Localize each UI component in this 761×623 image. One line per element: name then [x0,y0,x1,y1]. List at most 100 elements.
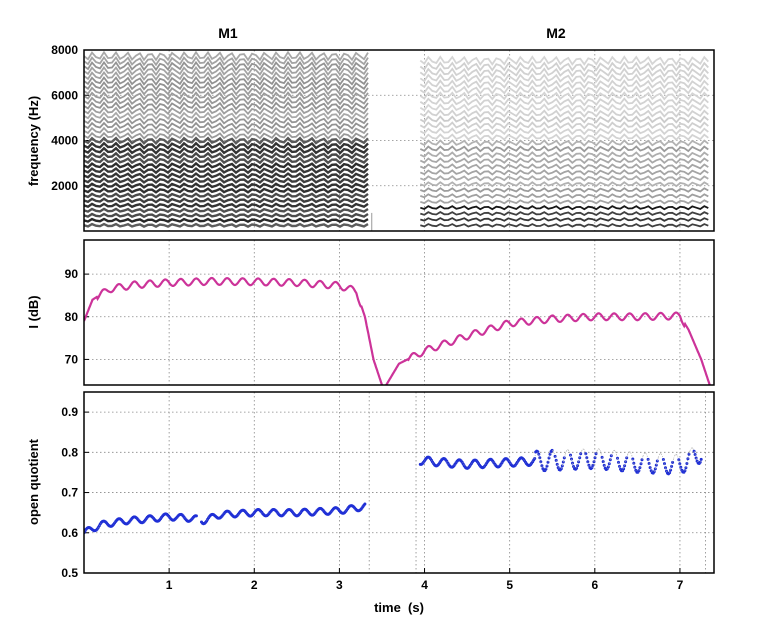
spectrogram-harmonic [419,109,709,118]
oq-trace [615,451,617,455]
oq-point [622,467,626,471]
spectrogram-harmonic [84,156,369,165]
spectrogram-harmonic [84,182,369,189]
oq-trace [688,450,691,455]
spectrogram-harmonic [419,133,709,141]
oq-trace [547,457,550,463]
oq-point [559,467,563,471]
oq-trace [664,463,666,468]
oq-point [562,456,566,460]
oq-trace [663,459,665,464]
spectrogram-harmonic [419,163,709,170]
oq-trace [599,450,602,454]
spectrogram-image [84,50,709,231]
oq-trace [655,460,658,466]
oq-trace [641,456,644,460]
x-tick-label: 7 [677,578,684,592]
intensity-line-1 [84,276,384,385]
y-tick-label: 0.6 [61,526,78,540]
time-x-ticks: 1 2 3 4 5 6 7 [166,568,684,592]
oq-point [685,462,689,465]
y-tick-label: 0.7 [61,486,78,500]
oq-trace [626,454,629,458]
spectrogram-harmonic [84,146,369,155]
spectrogram-harmonic [84,212,369,219]
spectrogram-harmonic [420,205,709,211]
oq-trace [578,457,580,463]
oq-trace [642,453,645,457]
oq-trace [542,468,545,471]
spectrogram-harmonic [84,106,369,116]
oq-trace [622,468,624,471]
time-x-label: time (s) [374,600,424,615]
oq-trace [573,466,575,469]
spectrogram-harmonic [419,55,709,66]
x-tick-label: 1 [166,578,173,592]
oq-trace [691,447,694,449]
spectrogram-harmonic [84,207,369,214]
spectrogram-harmonic [419,91,709,101]
oq-trace [565,451,567,455]
spectrogram-harmonic [420,211,709,217]
oq-point [547,456,551,460]
spectrogram-harmonic [419,85,709,95]
oq-trace [669,469,671,473]
spectrogram-harmonic [84,111,369,121]
x-tick-label: 5 [506,578,513,592]
oq-trace [686,458,689,464]
oq-trace [645,453,648,456]
spectrogram-harmonic [84,187,369,194]
oq-trace [659,453,661,455]
y-tick-label: 90 [65,267,79,281]
intensity-line-2 [385,311,711,385]
column-title-m1: M1 [218,25,238,41]
oq-point [625,456,629,460]
oq-point [668,471,672,475]
spectrogram-harmonic [84,217,369,224]
spectrogram-harmonic [420,199,709,205]
oq-point [570,457,573,461]
oq-point [545,464,549,468]
spectrogram-harmonic [84,86,369,96]
open-quotient-grid [84,392,714,574]
open-quotient-points [84,392,706,573]
oq-point [684,466,688,470]
spectrogram-harmonic [419,73,709,84]
spectrogram-y-label: frequency (Hz) [26,96,41,186]
oq-trace [647,459,650,464]
oq-trace [685,463,688,468]
intensity-frame [83,239,715,386]
oq-trace [627,452,630,455]
spectrogram-harmonic [84,65,369,77]
spectrogram-harmonic [420,217,709,222]
oq-trace [689,448,692,451]
oq-trace [672,458,674,463]
spectrogram-panel: 2000 4000 6000 8000 frequency (Hz) [26,43,715,232]
spectrogram-harmonic [419,127,709,136]
x-tick-label: 2 [251,578,258,592]
x-tick-label: 4 [421,578,428,592]
y-tick-label: 4000 [51,134,78,148]
y-tick-label: 80 [65,310,79,324]
spectrogram-harmonic [419,157,709,165]
oq-trace [632,458,635,464]
y-tick-label: 8000 [51,43,78,57]
oq-point [560,464,564,468]
x-tick-label: 3 [336,578,343,592]
spectrogram-harmonic [84,192,369,199]
oq-trace [562,457,565,463]
oq-trace [552,450,555,454]
spectrogram-harmonic [84,60,369,72]
open-quotient-y-ticks: 0.5 0.6 0.7 0.8 0.9 [61,405,78,580]
oq-trace [593,457,596,462]
oq-trace [580,450,583,454]
spectrogram-harmonic [419,121,709,130]
open-quotient-frame [83,391,715,574]
oq-trace [601,457,604,462]
oq-trace [673,455,675,459]
spectrogram-harmonic [419,187,709,193]
intensity-y-label: I (dB) [26,295,41,328]
spectrogram-frame [83,49,715,232]
spectrogram-y-ticks: 2000 4000 6000 8000 [51,43,78,193]
spectrogram-harmonic [419,61,709,72]
